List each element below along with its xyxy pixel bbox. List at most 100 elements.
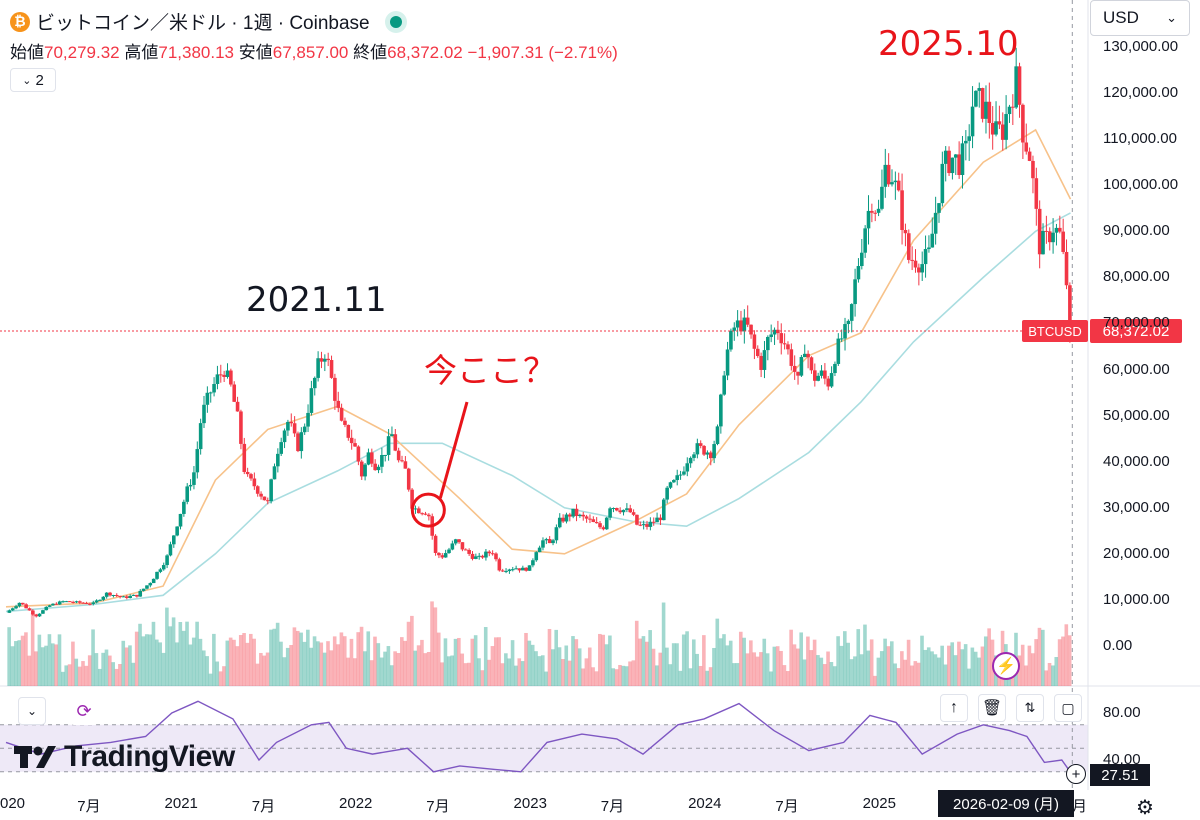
candle-body (786, 344, 790, 350)
volume-bar (893, 663, 897, 686)
candle-body (920, 264, 925, 273)
volume-bar (1057, 639, 1062, 686)
volume-bar (685, 631, 689, 686)
high-value: 71,380.13 (158, 43, 235, 62)
volume-bar (440, 662, 444, 686)
volume-bar (604, 644, 609, 686)
volume-bar (514, 665, 518, 686)
volume-bar (181, 630, 186, 686)
volume-bar (785, 671, 790, 686)
candle-body (198, 423, 203, 450)
volume-bar (94, 653, 99, 686)
gear-icon[interactable]: ⚙ (1136, 797, 1154, 819)
volume-bar (202, 650, 206, 686)
candle-body (950, 157, 955, 174)
candle-body (423, 513, 428, 515)
maximize-pane-button[interactable]: ⇅ (1016, 694, 1044, 722)
candle-body (487, 551, 492, 554)
candle-body (628, 508, 633, 513)
expand-icon: ⇅ (1024, 700, 1036, 715)
lightning-icon[interactable]: ⚡ (992, 652, 1020, 680)
candle-body (729, 330, 733, 350)
volume-bar (346, 657, 350, 686)
candle-body (672, 480, 676, 483)
volume-bar (1064, 624, 1069, 686)
indicators-toggle-button[interactable]: ⌄ 2 (10, 68, 56, 92)
candle-body (752, 334, 757, 349)
volume-bar (792, 644, 797, 686)
candle-body (420, 513, 424, 515)
volume-bar (312, 636, 317, 686)
candle-body (568, 514, 572, 517)
candle-body (994, 121, 998, 135)
candle-body (819, 370, 824, 376)
candle-body (980, 88, 985, 119)
volume-bar (916, 662, 921, 686)
candle-body (463, 549, 468, 551)
volume-bar (705, 670, 710, 686)
move-up-button[interactable]: ↑ (940, 694, 968, 722)
candle-body (641, 524, 646, 526)
symbol-title-text[interactable]: ビットコイン／米ドル · 1週 · Coinbase (36, 13, 370, 34)
volume-bar (846, 642, 850, 686)
volume-bar (540, 655, 545, 686)
collapse-pane-button[interactable]: ⌄ (18, 697, 46, 725)
candle-body (326, 358, 330, 361)
volume-bar (749, 640, 753, 686)
time-tick-label: 7月 (77, 798, 101, 815)
candle-body (984, 101, 988, 119)
volume-bar (554, 629, 558, 686)
volume-bar (732, 663, 736, 686)
candle-body (400, 460, 404, 462)
candle-body (927, 247, 931, 250)
volume-bar (195, 621, 199, 686)
candle-body (682, 471, 686, 475)
volume-bar (561, 659, 565, 686)
volume-bar (896, 668, 901, 686)
pane-settings-button[interactable]: ▢ (1054, 694, 1082, 722)
add-crosshair-icon[interactable]: + (1066, 764, 1086, 784)
volume-bar (903, 659, 908, 686)
volume-bar (708, 667, 713, 686)
candle-body (480, 555, 485, 558)
candle-body (101, 596, 106, 600)
volume-bar (581, 668, 585, 686)
candle-body (846, 320, 851, 325)
open-value: 70,279.32 (44, 43, 120, 62)
volume-bar (728, 640, 733, 686)
currency-select[interactable]: USD ⌄ (1090, 0, 1190, 36)
volume-bar (168, 626, 173, 686)
candle-body (1068, 285, 1072, 331)
candle-body (860, 252, 864, 267)
candle-body (128, 595, 132, 598)
volume-bar (557, 647, 562, 686)
annotation-circle (410, 492, 446, 528)
time-tick-label: 7月 (426, 798, 450, 815)
refresh-indicator-button[interactable]: ⟳ (70, 697, 98, 725)
candle-body (1011, 106, 1015, 108)
delete-pane-button[interactable]: 🗑 (978, 694, 1006, 722)
candle-body (24, 604, 28, 609)
volume-bar (655, 665, 659, 686)
candle-body (413, 508, 418, 510)
candle-body (178, 513, 183, 527)
tradingview-mark-icon (14, 746, 56, 768)
volume-bar (373, 636, 377, 686)
candle-body (531, 560, 535, 566)
volume-bar (299, 632, 303, 686)
candle-body (943, 150, 948, 164)
volume-bar (1020, 644, 1025, 686)
volume-bar (272, 628, 277, 686)
volume-bar (1044, 670, 1048, 686)
candle-body (598, 523, 602, 528)
volume-bar (67, 664, 72, 686)
volume-bar (235, 646, 240, 686)
candle-body (497, 559, 502, 571)
volume-bar (987, 628, 991, 686)
volume-bar (796, 648, 800, 686)
candle-body (161, 565, 166, 570)
symbol-title[interactable]: ₿ ビットコイン／米ドル · 1週 · Coinbase (10, 8, 402, 35)
candle-body (1051, 232, 1055, 243)
volume-bar (940, 645, 944, 686)
